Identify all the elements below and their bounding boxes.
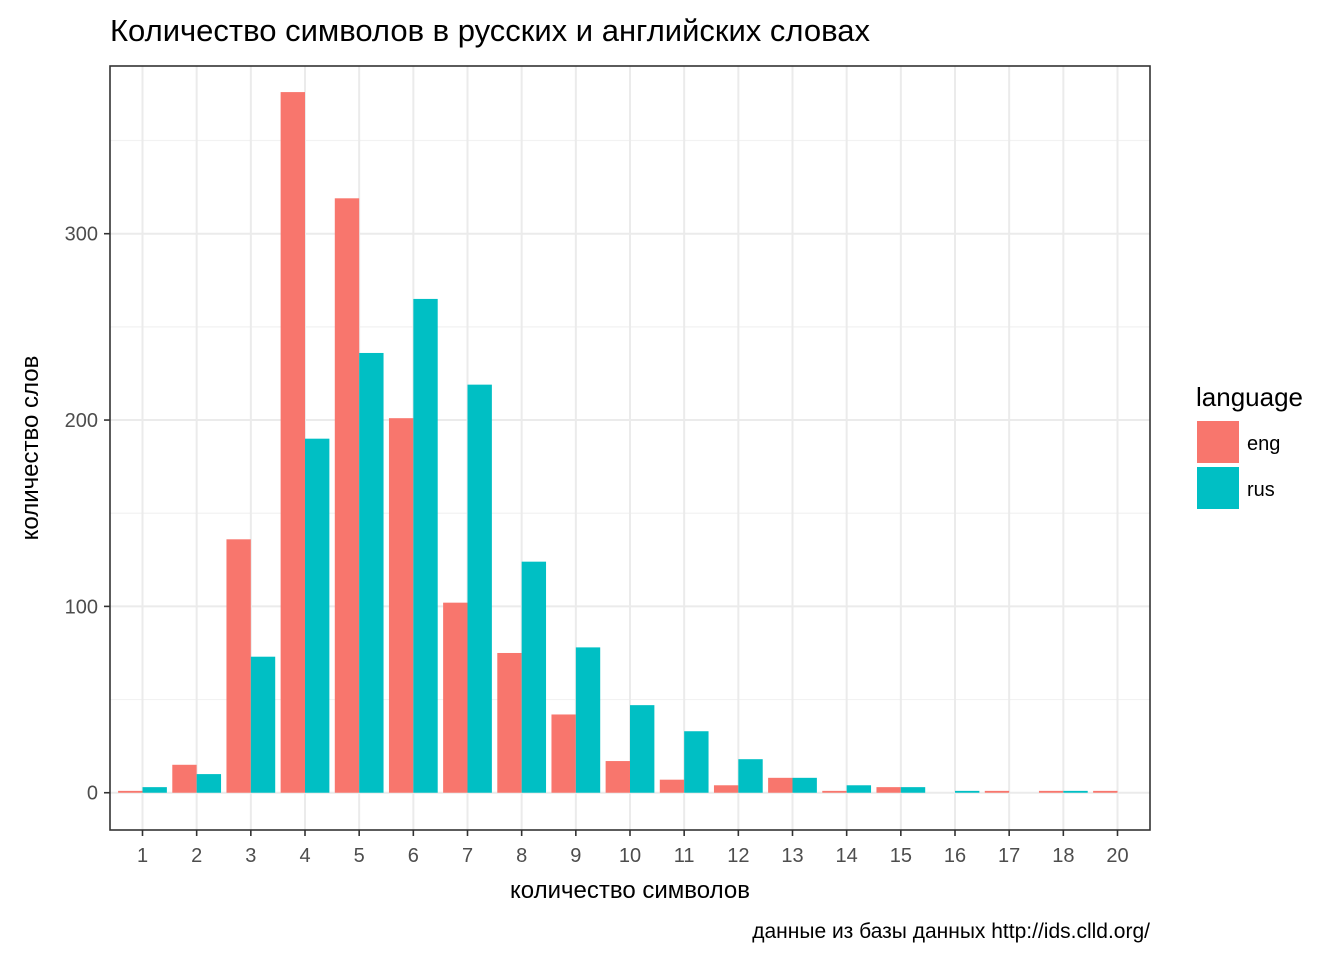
y-tick-label: 100 — [65, 596, 98, 618]
bar-eng-17 — [984, 790, 1010, 793]
bar-eng-7 — [443, 602, 468, 793]
x-tick-label: 12 — [727, 845, 749, 867]
bar-eng-20 — [1093, 790, 1118, 793]
legend-title: language — [1196, 382, 1303, 412]
y-tick-label: 300 — [65, 224, 98, 246]
bar-eng-5 — [334, 198, 360, 793]
bar-eng-10 — [605, 761, 630, 793]
y-tick-label: 0 — [87, 783, 98, 805]
x-tick-label: 9 — [570, 845, 581, 867]
bar-rus-4 — [305, 438, 330, 793]
bar-rus-7 — [467, 384, 492, 793]
x-tick-label: 20 — [1106, 845, 1128, 867]
bar-rus-16 — [955, 790, 980, 793]
bar-eng-8 — [497, 652, 522, 793]
x-tick-label: 1 — [137, 845, 148, 867]
x-tick-label: 6 — [408, 845, 419, 867]
bar-eng-11 — [659, 779, 685, 793]
bar-eng-3 — [226, 539, 251, 793]
x-tick-label: 15 — [890, 845, 912, 867]
x-tick-label: 3 — [245, 845, 256, 867]
bar-eng-4 — [280, 92, 305, 793]
y-axis: 0 100 200 300 — [65, 224, 110, 805]
x-axis: 1 2 3 4 5 6 7 8 9 10 11 12 13 14 15 16 17 18 20 — [137, 830, 1129, 867]
bar-eng-9 — [551, 714, 576, 793]
bar-eng-2 — [172, 764, 197, 793]
legend-label-eng: eng — [1247, 433, 1280, 455]
bar-rus-15 — [900, 787, 926, 793]
legend: language eng rus — [1196, 382, 1303, 509]
x-axis-title: количество символов — [510, 877, 750, 904]
bar-eng-1 — [118, 790, 143, 793]
bar-eng-12 — [713, 785, 739, 793]
y-tick-label: 200 — [65, 410, 98, 432]
x-tick-label: 14 — [836, 845, 858, 867]
x-tick-label: 7 — [462, 845, 473, 867]
bar-eng-14 — [822, 790, 847, 793]
bar-rus-6 — [413, 298, 438, 793]
legend-label-rus: rus — [1247, 479, 1275, 501]
bar-rus-10 — [630, 705, 655, 793]
bar-eng-18 — [1038, 790, 1064, 793]
bar-eng-15 — [876, 787, 901, 793]
bar-rus-11 — [684, 731, 709, 793]
bar-eng-13 — [768, 777, 793, 793]
bars — [118, 92, 1118, 793]
x-tick-label: 17 — [998, 845, 1020, 867]
bar-rus-8 — [521, 561, 547, 793]
y-axis-title: количество слов — [17, 356, 44, 541]
x-tick-label: 2 — [191, 845, 202, 867]
legend-key-rus — [1197, 467, 1239, 509]
bar-rus-13 — [792, 777, 817, 793]
bar-rus-5 — [359, 352, 384, 793]
x-tick-label: 11 — [674, 845, 695, 867]
bar-rus-9 — [575, 647, 601, 793]
bar-rus-14 — [846, 785, 872, 793]
x-tick-label: 5 — [354, 845, 365, 867]
x-tick-label: 10 — [619, 845, 641, 867]
x-tick-label: 18 — [1052, 845, 1074, 867]
x-tick-label: 8 — [516, 845, 527, 867]
caption: данные из базы данных http://ids.clld.or… — [752, 920, 1150, 943]
bar-eng-6 — [388, 418, 414, 793]
chart-title: Количество символов в русских и английск… — [110, 13, 870, 48]
legend-key-eng — [1197, 421, 1239, 463]
bar-rus-18 — [1063, 790, 1088, 793]
bar-rus-12 — [738, 759, 763, 793]
x-tick-label: 4 — [299, 845, 310, 867]
bar-rus-1 — [142, 787, 167, 793]
x-tick-label: 13 — [781, 845, 803, 867]
x-tick-label: 16 — [944, 845, 966, 867]
bar-rus-3 — [250, 656, 276, 793]
bar-rus-2 — [196, 774, 222, 793]
